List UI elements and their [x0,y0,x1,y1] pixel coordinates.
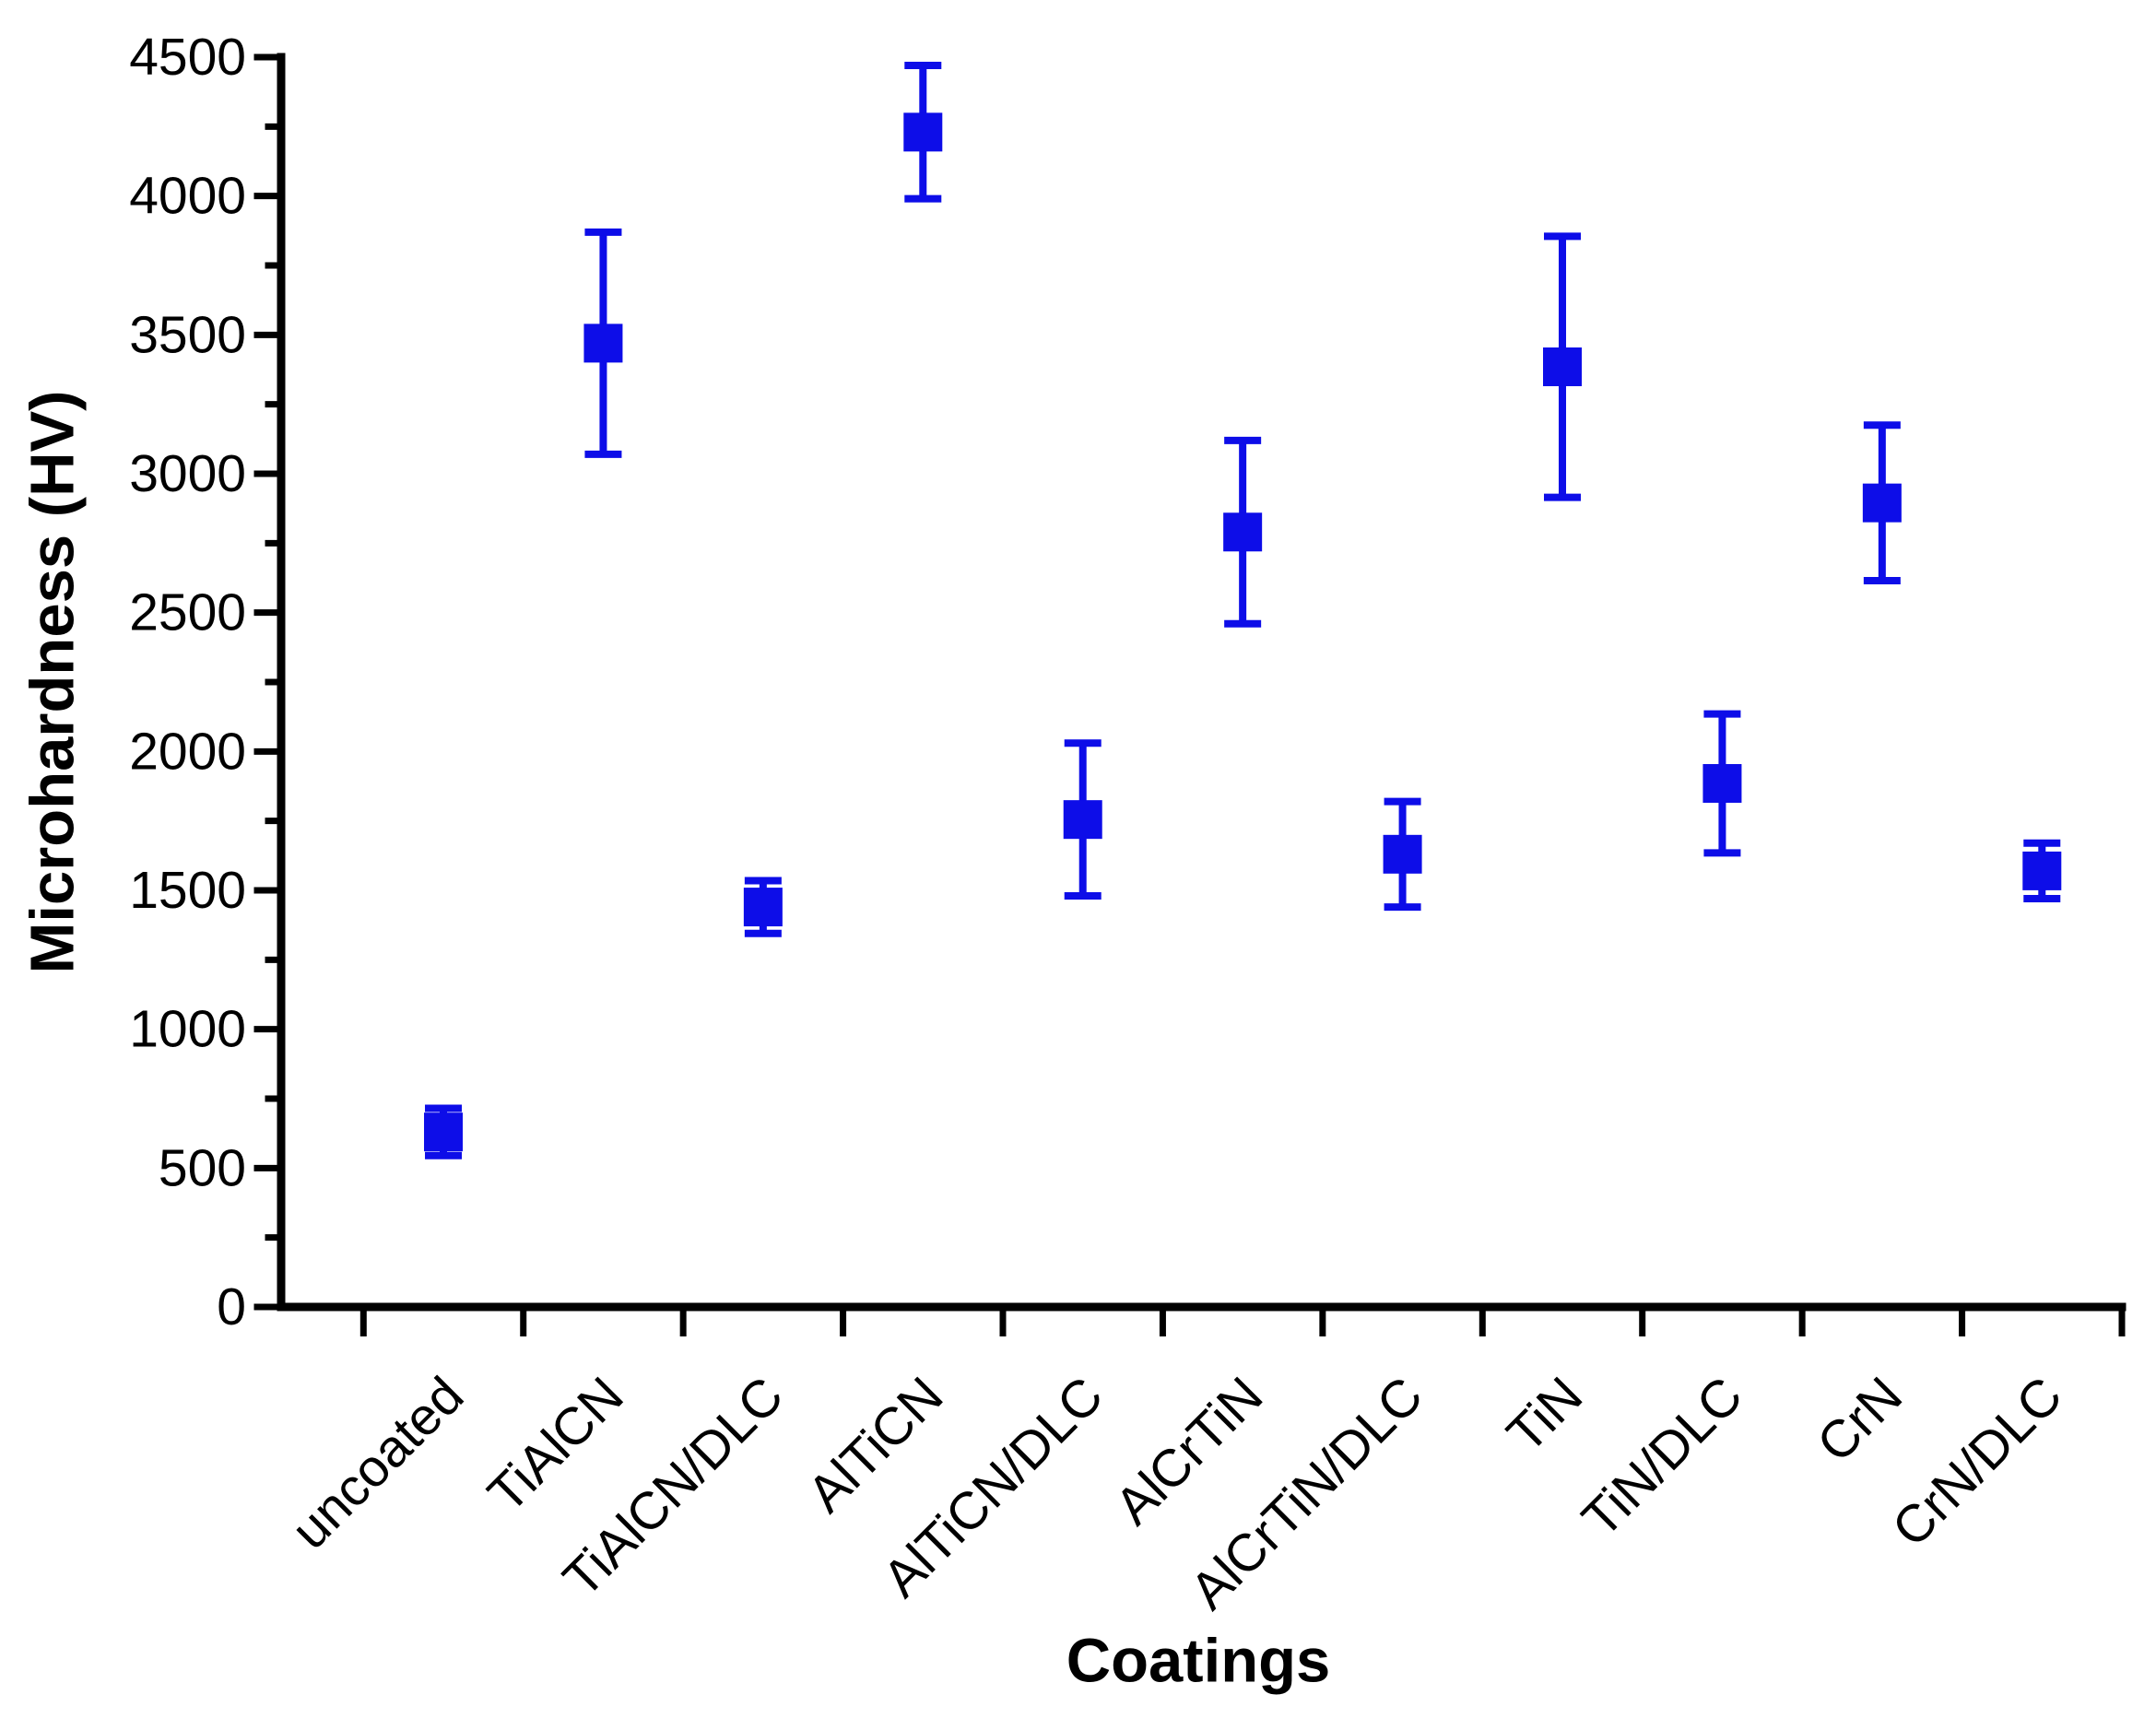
x-category-label: TiN/DLC [1571,1366,1753,1548]
x-category-label: AlTiCN [796,1366,954,1524]
y-axis-title: Microhardness (HV) [18,390,88,974]
data-point-TiAlCN/DLC [743,888,783,927]
data-point-TiN [1543,347,1583,386]
y-tick-label: 3500 [129,305,246,364]
y-tick-label: 1500 [129,861,246,920]
y-tick-label: 1000 [129,1000,246,1059]
data-point-AlTiCN [903,112,943,152]
data-point-uncoated [424,1112,464,1152]
data-point-CrN [1862,483,1902,523]
y-tick-label: 2000 [129,722,246,781]
x-category-label: TiN [1496,1366,1594,1464]
y-tick-label: 3000 [129,444,246,503]
data-point-TiN/DLC [1702,763,1742,803]
data-point-CrN/DLC [2022,851,2062,890]
x-axis-title: Coatings [1066,1626,1331,1696]
y-tick-label: 500 [159,1138,246,1197]
x-category-label: CrN [1806,1366,1914,1474]
y-tick-label: 0 [217,1277,246,1336]
x-category-label: TiAlCN [477,1366,634,1524]
x-category-label: uncoated [280,1366,475,1560]
data-point-TiAlCN [583,324,623,363]
y-tick-label: 4500 [129,28,246,87]
y-tick-label: 4000 [129,167,246,226]
data-point-AlTiCN/DLC [1063,800,1102,840]
data-point-AlCrTiN [1223,512,1263,552]
x-category-label: CrN/DLC [1881,1366,2074,1559]
data-point-AlCrTiN/DLC [1383,834,1422,874]
y-tick-label: 2500 [129,583,246,642]
